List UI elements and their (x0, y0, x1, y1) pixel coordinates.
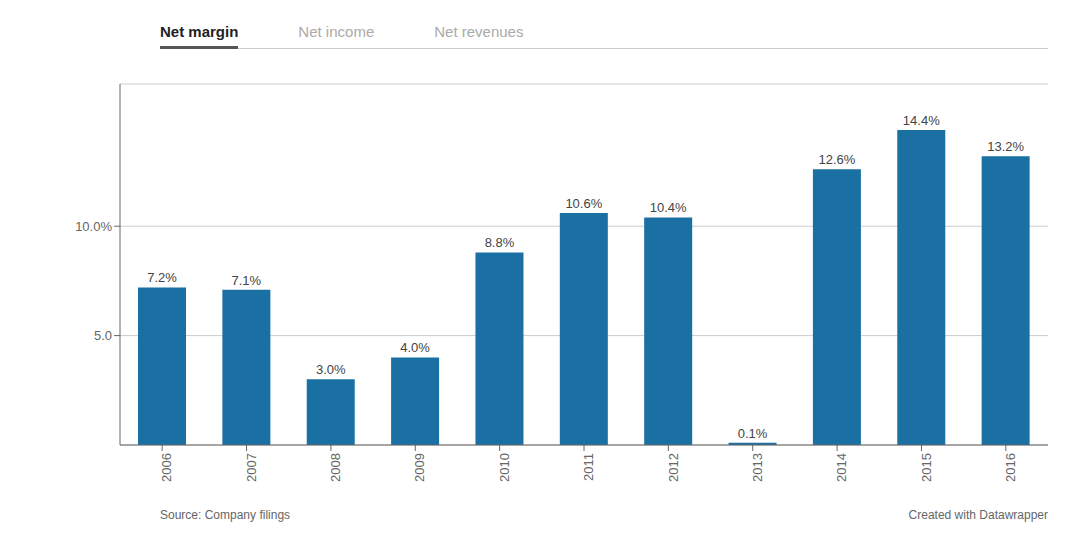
svg-text:3.0%: 3.0% (316, 362, 346, 377)
svg-text:2015: 2015 (919, 453, 934, 482)
svg-text:13.2%: 13.2% (987, 139, 1024, 154)
svg-text:7.2%: 7.2% (147, 270, 177, 285)
html-text:Source: Company filings: Source: Company filings (160, 508, 291, 522)
svg-text:0.1%: 0.1% (738, 426, 768, 441)
svg-text:12.6%: 12.6% (818, 152, 855, 167)
html-text:Created with Datawrapper: Created with Datawrapper (908, 508, 1048, 522)
svg-text:7.1%: 7.1% (232, 273, 262, 288)
svg-text:2013: 2013 (750, 453, 765, 482)
svg-text:2008: 2008 (328, 453, 343, 482)
svg-text:4.0%: 4.0% (400, 340, 430, 355)
svg-text:2010: 2010 (497, 453, 512, 482)
svg-text:10.0%: 10.0% (75, 219, 112, 234)
svg-text:8.8%: 8.8% (485, 235, 515, 250)
svg-text:2012: 2012 (666, 453, 681, 482)
svg-text:14.4%: 14.4% (903, 113, 940, 128)
svg-text:2011: 2011 (581, 453, 596, 481)
svg-text:2014: 2014 (834, 453, 849, 482)
svg-text:2016: 2016 (1003, 453, 1018, 482)
html-text:Net income: Net income (298, 23, 375, 40)
html-text:Net revenues: Net revenues (434, 23, 524, 40)
svg-text:2009: 2009 (413, 453, 428, 482)
svg-text:10.4%: 10.4% (650, 200, 687, 215)
svg-text:2007: 2007 (244, 453, 259, 482)
html-text:Net margin: Net margin (160, 23, 239, 40)
svg-text:10.6%: 10.6% (565, 196, 602, 211)
svg-text:2006: 2006 (159, 453, 174, 482)
svg-text:5.0: 5.0 (94, 328, 112, 343)
